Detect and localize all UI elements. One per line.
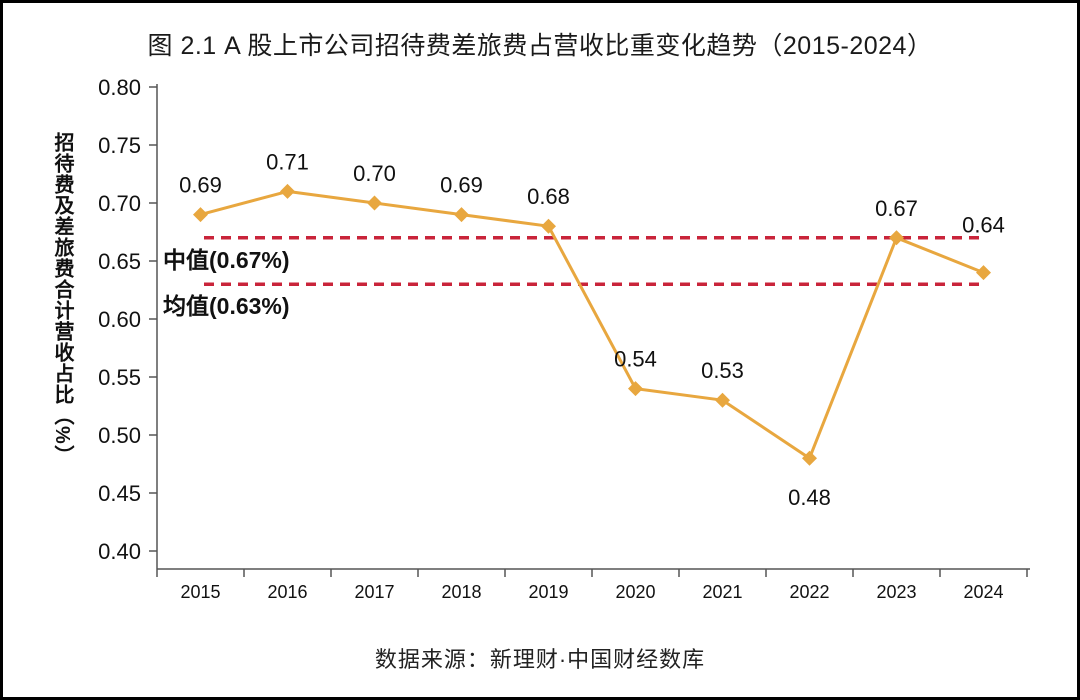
reference-line-label-1: 均值(0.63%) <box>163 293 290 319</box>
data-point-label: 0.54 <box>614 347 657 372</box>
y-tick-label: 0.45 <box>98 481 141 506</box>
x-tick-label: 2020 <box>615 582 655 602</box>
data-point-marker <box>454 207 469 223</box>
data-point-label: 0.71 <box>266 149 309 174</box>
data-point-label: 0.68 <box>527 184 570 209</box>
data-point-marker <box>193 207 208 223</box>
x-tick-label: 2024 <box>963 582 1003 602</box>
y-tick-label: 0.70 <box>98 191 141 216</box>
data-point-marker <box>280 183 295 199</box>
y-tick-label: 0.65 <box>98 249 141 274</box>
data-point-marker <box>367 195 382 211</box>
x-tick-label: 2022 <box>789 582 829 602</box>
data-point-label: 0.53 <box>701 358 744 383</box>
data-point-marker <box>715 392 730 408</box>
y-tick-label: 0.55 <box>98 365 141 390</box>
y-tick-label: 0.40 <box>98 539 141 564</box>
x-tick-label: 2018 <box>441 582 481 602</box>
data-point-marker <box>541 218 556 234</box>
x-tick-label: 2015 <box>180 582 220 602</box>
data-point-label: 0.64 <box>962 213 1005 238</box>
data-point-label: 0.48 <box>788 485 831 510</box>
data-source: 数据来源：新理财·中国财经数库 <box>374 647 706 672</box>
y-tick-label: 0.80 <box>98 75 141 100</box>
data-point-label: 0.69 <box>440 173 483 198</box>
x-tick-label: 2019 <box>528 582 568 602</box>
x-tick-label: 2023 <box>876 582 916 602</box>
y-tick-label: 0.75 <box>98 133 141 158</box>
series-line <box>200 189 985 460</box>
y-tick-label: 0.50 <box>98 423 141 448</box>
x-tick-label: 2017 <box>354 582 394 602</box>
data-point-label: 0.70 <box>353 161 396 186</box>
data-point-marker <box>976 265 991 281</box>
reference-line-label-0: 中值(0.67%) <box>163 247 290 273</box>
data-point-marker <box>802 450 817 466</box>
data-point-marker <box>889 230 904 246</box>
data-point-label: 0.69 <box>179 173 222 198</box>
x-tick-label: 2021 <box>702 582 742 602</box>
data-point-marker <box>628 381 643 397</box>
y-axis-title: 招待费及差旅费合计营收占比（%） <box>51 132 73 466</box>
data-point-label: 0.67 <box>875 196 918 221</box>
y-tick-label: 0.60 <box>98 307 141 332</box>
x-tick-label: 2016 <box>267 582 307 602</box>
chart-title: 图 2.1 A 股上市公司招待费差旅费占营收比重变化趋势（2015-2024） <box>147 32 933 60</box>
